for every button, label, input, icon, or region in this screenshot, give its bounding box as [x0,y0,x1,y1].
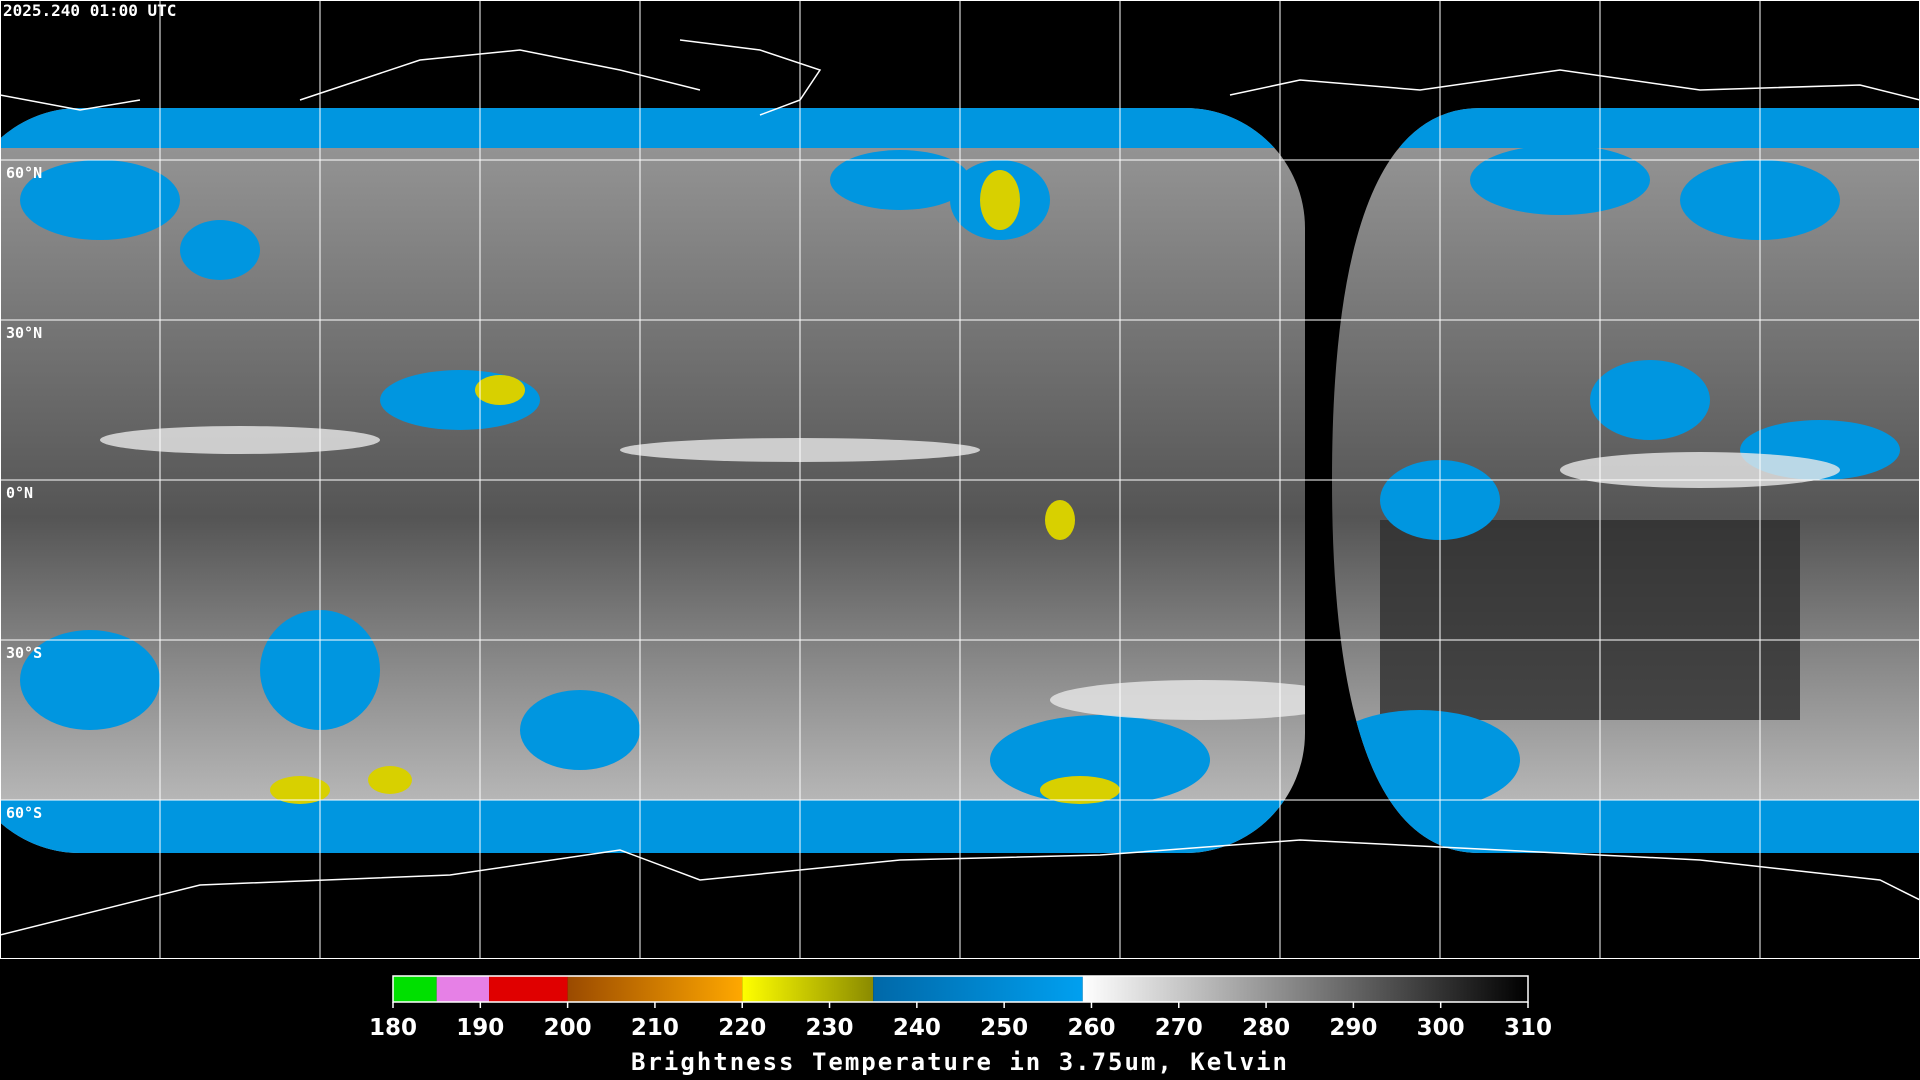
colorbar-tick-label: 310 [1504,1015,1552,1041]
colorbar-tick-label: 220 [718,1015,766,1041]
latitude-label: 30°N [6,324,42,342]
coastlines [0,39,1920,936]
colorbar-tick-label: 180 [369,1015,417,1041]
colorbar-tick-label: 280 [1242,1015,1290,1041]
latitude-label: 60°N [6,164,42,182]
colorbar-tick-label: 250 [980,1015,1028,1041]
graticule [0,0,1920,959]
latitude-label: 60°S [6,804,42,822]
colorbar-tick-label: 200 [544,1015,592,1041]
colorbar-segment [567,976,743,1002]
latitude-label: 0°N [6,484,33,502]
colorbar-tick-label: 300 [1417,1015,1465,1041]
colorbar-label: Brightness Temperature in 3.75um, Kelvin [631,1048,1289,1076]
colorbar-tick-label: 190 [456,1015,504,1041]
map-title: 2025.240 01:00 UTC [3,1,176,20]
colorbar-tick-label: 240 [893,1015,941,1041]
latitude-label: 30°S [6,644,42,662]
colorbar-segment [742,976,874,1002]
colorbar-segment [436,976,490,1002]
colorbar-segment [393,976,437,1002]
colorbar-tick-label: 210 [631,1015,679,1041]
colorbar-segment [489,976,568,1002]
colorbar-tick-label: 270 [1155,1015,1203,1041]
colorbar-frame [392,975,1529,1003]
colorbar-tick-label: 290 [1329,1015,1377,1041]
colorbar-tick-label: 230 [806,1015,854,1041]
colorbar-tick-label: 260 [1067,1015,1115,1041]
colorbar-segment [873,976,1083,1002]
colorbar-segment [1082,976,1528,1002]
